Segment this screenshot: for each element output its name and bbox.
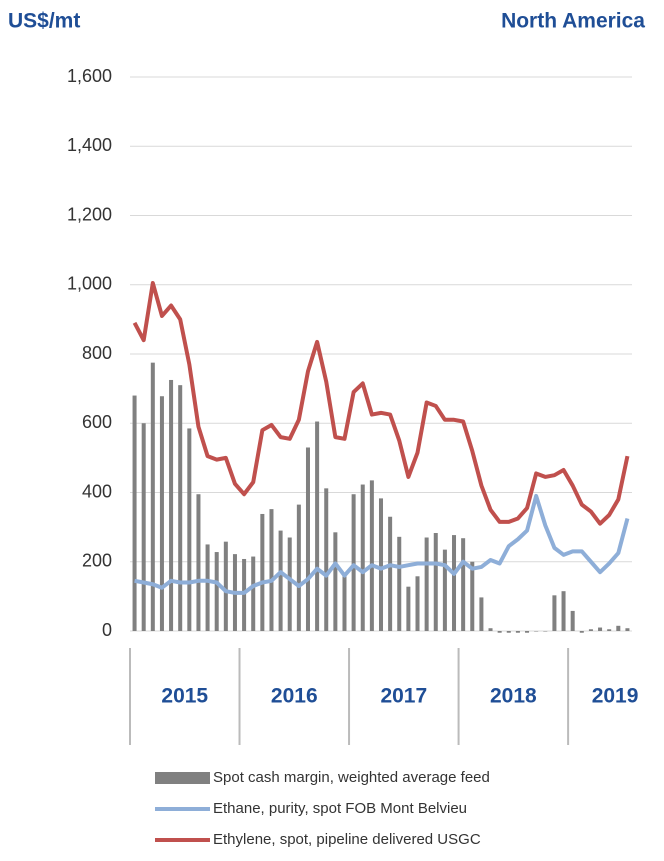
bar	[461, 538, 466, 631]
bar	[433, 533, 438, 631]
bar	[378, 498, 384, 631]
bar	[488, 628, 493, 631]
year-label: 2018	[490, 685, 537, 708]
bar	[570, 610, 575, 631]
bar	[178, 385, 183, 631]
y-tick-label: 800	[82, 343, 112, 363]
legend-label: Ethane, purity, spot FOB Mont Belvieu	[213, 800, 467, 817]
bar	[260, 513, 265, 631]
bar	[388, 516, 393, 631]
bar	[525, 631, 530, 633]
bar	[607, 629, 612, 631]
bar	[287, 537, 292, 631]
bar	[534, 631, 539, 632]
y-tick-label: 1,200	[67, 204, 112, 224]
line-series	[132, 281, 630, 526]
y-tick-label: 0	[102, 620, 112, 640]
bar	[497, 631, 502, 633]
bar	[296, 504, 301, 631]
bar	[625, 628, 630, 631]
bar	[269, 509, 274, 631]
legend-symbol	[155, 772, 210, 784]
bar	[515, 631, 520, 633]
y-tick-label: 600	[82, 412, 112, 432]
bar	[452, 535, 457, 631]
bar	[397, 536, 402, 631]
bar	[150, 362, 155, 631]
bar	[616, 625, 621, 631]
bar	[214, 552, 219, 631]
y-tick-label: 200	[82, 551, 112, 571]
bar	[506, 631, 511, 633]
line-series	[134, 493, 630, 595]
bar	[342, 575, 347, 631]
legend-label: Ethylene, spot, pipeline delivered USGC	[213, 831, 481, 848]
y-tick-label: 1,400	[67, 135, 112, 155]
bar	[442, 549, 447, 631]
bar	[552, 595, 557, 631]
bar	[588, 629, 593, 631]
bar	[598, 627, 603, 631]
bar	[333, 532, 338, 631]
y-axis-label: US$/mt	[8, 10, 80, 33]
bar	[424, 537, 429, 631]
bar	[351, 494, 356, 631]
bar	[579, 631, 584, 633]
bar	[223, 541, 228, 631]
bar	[561, 591, 566, 631]
bar	[141, 423, 146, 631]
y-tick-label: 1,600	[67, 66, 112, 86]
bar	[369, 480, 374, 631]
bar	[159, 396, 164, 631]
y-tick-label: 400	[82, 481, 112, 501]
bar	[187, 428, 192, 631]
year-label: 2016	[271, 685, 318, 708]
bar	[305, 447, 310, 631]
bar	[406, 586, 411, 631]
legend-label: Spot cash margin, weighted average feed	[213, 769, 490, 786]
chart-title: North America	[501, 10, 645, 33]
bar	[360, 484, 365, 631]
year-label: 2017	[380, 685, 427, 708]
year-label: 2019	[592, 685, 639, 708]
bar	[169, 379, 174, 631]
bar	[543, 631, 548, 632]
bar	[196, 494, 201, 631]
bar	[479, 597, 484, 631]
bar	[251, 556, 256, 631]
bar	[132, 395, 137, 631]
bar	[278, 530, 283, 631]
year-label: 2015	[161, 685, 208, 708]
bar	[324, 488, 329, 631]
y-tick-label: 1,000	[67, 274, 112, 294]
bar	[470, 561, 475, 631]
bar	[242, 558, 247, 631]
bar	[415, 576, 420, 631]
bar	[205, 544, 210, 631]
bar	[315, 421, 320, 631]
